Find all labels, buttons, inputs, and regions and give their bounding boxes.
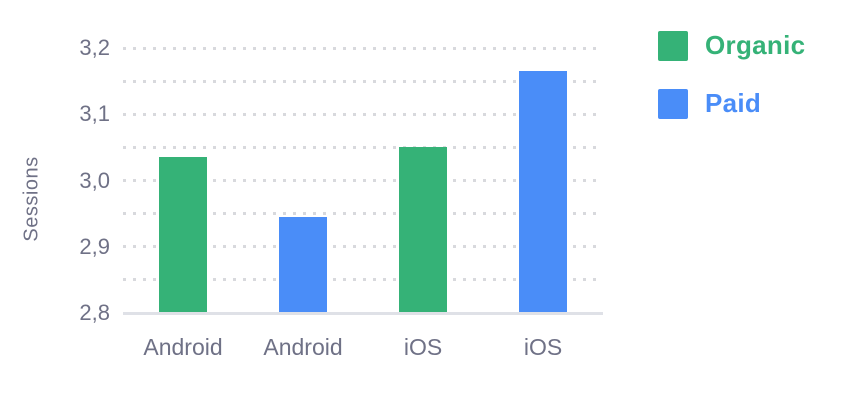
y-gridline: [123, 112, 603, 116]
legend-swatch-paid: [658, 88, 688, 119]
x-axis-line: [123, 311, 603, 315]
y-gridline: [123, 145, 603, 149]
y-gridline: [123, 245, 603, 249]
y-gridline: [123, 212, 603, 216]
x-tick-label: Android: [143, 334, 223, 360]
y-gridline: [123, 179, 603, 182]
x-tick-label: Android: [263, 334, 343, 360]
bar-android-paid: [279, 216, 327, 313]
legend-label-paid: Paid: [705, 88, 762, 118]
y-tick-label: 3,0: [79, 167, 110, 193]
y-gridline: [123, 46, 603, 50]
x-tick-label: iOS: [523, 334, 563, 360]
y-gridline: [123, 79, 603, 83]
x-tick-label: iOS: [403, 334, 443, 360]
legend: Organic Paid: [658, 30, 805, 146]
legend-item-organic[interactable]: Organic: [658, 30, 805, 61]
bar-ios-paid: [519, 71, 567, 313]
bar-ios-organic: [399, 147, 447, 313]
legend-swatch-organic: [658, 30, 688, 61]
y-tick-label: 3,2: [79, 35, 110, 60]
y-tick-label: 2,8: [79, 300, 110, 325]
y-gridline: [123, 278, 603, 282]
y-tick-label: 2,9: [79, 233, 110, 259]
bar-android-organic: [159, 157, 207, 313]
legend-label-organic: Organic: [705, 30, 806, 60]
legend-item-paid[interactable]: Paid: [658, 88, 805, 119]
y-tick-label: 3,1: [79, 101, 110, 127]
